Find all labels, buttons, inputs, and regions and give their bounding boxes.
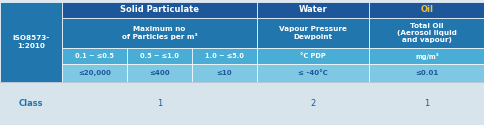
Bar [62, 18, 257, 48]
Text: Total Oil
(Aerosol liquid
and vapour): Total Oil (Aerosol liquid and vapour) [396, 23, 456, 43]
Text: Solid Particulate: Solid Particulate [120, 6, 198, 15]
Bar [62, 2, 257, 18]
Text: 1: 1 [424, 99, 429, 108]
Text: ≤10: ≤10 [216, 70, 232, 76]
Text: 0.5 ~ ≤1.0: 0.5 ~ ≤1.0 [140, 53, 179, 59]
Bar [257, 64, 368, 82]
Text: 2: 2 [310, 99, 315, 108]
Bar [0, 2, 62, 82]
Text: ≤0.01: ≤0.01 [414, 70, 438, 76]
Bar [62, 48, 127, 64]
Text: Vapour Pressure
Dewpoint: Vapour Pressure Dewpoint [278, 26, 346, 40]
Text: 0.1 ~ ≤0.5: 0.1 ~ ≤0.5 [75, 53, 114, 59]
Bar [368, 48, 484, 64]
Bar [368, 18, 484, 48]
Bar [0, 82, 484, 125]
Text: 1: 1 [156, 99, 162, 108]
Text: Maximum no
of Particles per m³: Maximum no of Particles per m³ [121, 26, 197, 40]
Bar [368, 2, 484, 18]
Bar [192, 48, 257, 64]
Text: 1.0 ~ ≤5.0: 1.0 ~ ≤5.0 [205, 53, 243, 59]
Text: ≤ -40°C: ≤ -40°C [298, 70, 327, 76]
Bar [257, 48, 368, 64]
Text: ≤20,000: ≤20,000 [78, 70, 111, 76]
Text: ISO8573-
1:2010: ISO8573- 1:2010 [13, 36, 49, 49]
Text: ≤400: ≤400 [149, 70, 169, 76]
Text: Class: Class [19, 99, 43, 108]
Text: Water: Water [298, 6, 327, 15]
Bar [257, 18, 368, 48]
Bar [368, 64, 484, 82]
Bar [127, 64, 192, 82]
Bar [62, 64, 127, 82]
Text: °C PDP: °C PDP [300, 53, 325, 59]
Bar [127, 48, 192, 64]
Bar [257, 2, 368, 18]
Bar [192, 64, 257, 82]
Text: mg/m³: mg/m³ [414, 52, 438, 60]
Text: Oil: Oil [420, 6, 433, 15]
